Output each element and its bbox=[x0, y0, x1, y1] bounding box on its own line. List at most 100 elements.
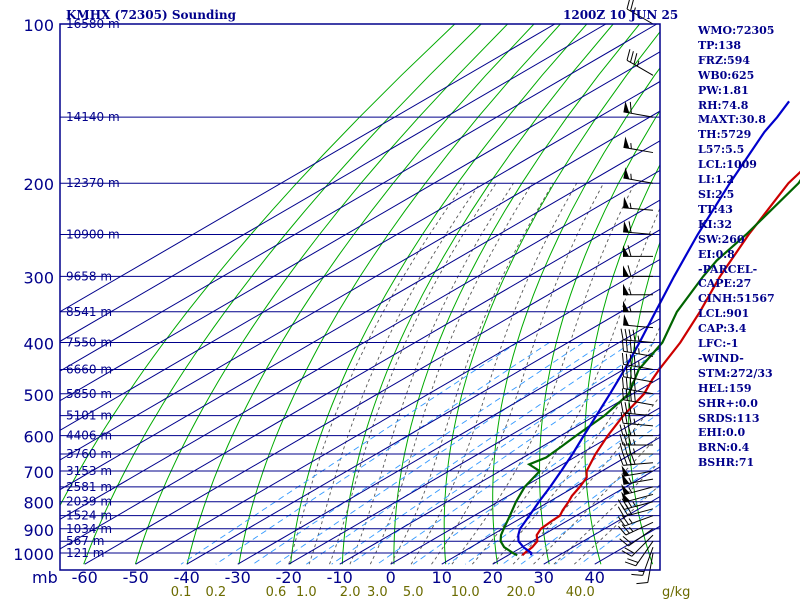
index-entry: STM:272/33 bbox=[698, 366, 773, 380]
index-entry: RH:74.8 bbox=[698, 98, 749, 112]
wind-barb-shaft bbox=[626, 59, 654, 76]
wind-barb-shaft bbox=[623, 501, 654, 510]
height-label: 121 m bbox=[66, 546, 104, 560]
height-label: 9658 m bbox=[66, 269, 112, 283]
wind-barb-full bbox=[621, 352, 624, 365]
wind-barb-full bbox=[623, 424, 628, 436]
wind-barb-shaft bbox=[623, 111, 654, 118]
mixing-ratio-line bbox=[306, 342, 632, 565]
wind-barb bbox=[624, 540, 654, 567]
mixing-ratio-label: 20.0 bbox=[506, 585, 535, 600]
height-label: 4406 m bbox=[66, 429, 112, 443]
mixing-ratio-label: 5.0 bbox=[403, 585, 424, 600]
index-entry: KI:32 bbox=[698, 217, 733, 231]
wind-barb-full bbox=[617, 506, 625, 517]
index-entry: BRN:0.4 bbox=[698, 441, 750, 455]
wind-barb bbox=[621, 465, 654, 477]
moist-adiabat-line bbox=[431, 182, 604, 565]
wind-barb-shaft bbox=[623, 376, 654, 383]
wind-barb-full bbox=[619, 442, 624, 455]
wind-barb-pennant bbox=[623, 283, 629, 295]
wind-barb-half bbox=[638, 348, 640, 355]
wind-barb-half bbox=[633, 7, 636, 14]
wind-barb-shaft bbox=[623, 508, 654, 518]
wind-barb-shaft bbox=[647, 552, 654, 583]
wind-barb-full bbox=[633, 355, 636, 367]
wind-barb-full bbox=[625, 389, 628, 401]
wind-barb bbox=[621, 365, 654, 383]
dry-adiabat-line bbox=[443, 30, 660, 565]
wind-barb-half bbox=[633, 439, 636, 446]
wind-barb-full bbox=[633, 367, 636, 379]
wind-barb bbox=[623, 314, 654, 329]
wind-barb-full bbox=[621, 377, 624, 389]
index-entry: -PARCEL- bbox=[698, 262, 758, 276]
isotherm-line bbox=[60, 169, 660, 520]
wind-barb-half bbox=[636, 60, 640, 67]
wind-barb-pennant bbox=[623, 265, 629, 277]
index-entry: SW:260 bbox=[698, 232, 745, 246]
temperature-tick-label: -30 bbox=[225, 568, 251, 587]
wind-barb-shaft bbox=[624, 515, 654, 527]
wind-barb-full bbox=[632, 329, 636, 342]
pressure-tick-label: 800 bbox=[23, 494, 54, 513]
isotherm-line bbox=[60, 24, 607, 342]
sounding-indices-panel: WMO:72305 TP:138 FRZ:594 WB0:625 PW:1.81 RH:7… bbox=[698, 24, 800, 471]
dry-adiabat-line bbox=[238, 24, 561, 565]
mixing-ratio-label: 2.0 bbox=[340, 585, 361, 600]
temperature-tick-label: -40 bbox=[174, 568, 200, 587]
chart-profiles bbox=[499, 100, 800, 557]
height-label: 7550 m bbox=[66, 335, 112, 349]
height-label: 12370 m bbox=[66, 176, 120, 190]
wind-barb-full bbox=[629, 0, 634, 12]
mixing-ratio-label: 0.2 bbox=[205, 585, 226, 600]
wind-barb-full bbox=[629, 101, 632, 114]
wind-barb-shaft bbox=[623, 412, 654, 417]
pressure-tick-label: 500 bbox=[23, 386, 54, 405]
mixing-ratio-label: 0.6 bbox=[266, 585, 287, 600]
wind-barb bbox=[623, 167, 654, 184]
wind-barb-shaft bbox=[623, 399, 654, 406]
height-label: 2581 m bbox=[66, 480, 112, 494]
wind-barb-shaft bbox=[623, 388, 654, 395]
isotherm-line bbox=[60, 110, 660, 461]
dry-adiabat-line bbox=[290, 24, 588, 565]
temperature-tick-label: -60 bbox=[72, 568, 98, 587]
mixing-ratio-line bbox=[215, 342, 550, 565]
wind-barb-pennant bbox=[621, 484, 630, 495]
wind-barb-full bbox=[620, 411, 624, 424]
wind-barb bbox=[621, 339, 654, 357]
wind-barb-half bbox=[629, 306, 632, 312]
height-label: 1034 m bbox=[66, 522, 112, 536]
mixing-ratio-line bbox=[275, 342, 605, 565]
index-entry: MAXT:30.8 bbox=[698, 113, 766, 127]
wind-barb bbox=[621, 377, 654, 395]
mixing-ratio-line bbox=[252, 342, 584, 565]
index-entry: TT:43 bbox=[698, 202, 733, 216]
wind-barb-full bbox=[619, 433, 624, 446]
isotherm-line bbox=[60, 24, 658, 372]
wind-barb-pennant bbox=[623, 196, 630, 209]
wind-barb-half bbox=[638, 361, 640, 368]
pressure-tick-label: 400 bbox=[23, 334, 54, 353]
wind-barb-shaft bbox=[623, 339, 654, 343]
index-entry: EI:0.8 bbox=[698, 247, 735, 261]
wind-barb-full bbox=[620, 328, 624, 340]
wind-barb-half bbox=[632, 501, 637, 507]
isotherm-line bbox=[492, 466, 660, 565]
moist-adiabat-line bbox=[410, 182, 578, 565]
wind-barb-shaft bbox=[635, 540, 654, 567]
wind-barb bbox=[621, 388, 654, 406]
mixing-ratio-unit: g/kg bbox=[662, 585, 690, 600]
wind-barb-full bbox=[621, 365, 624, 377]
wind-barb-full bbox=[625, 377, 628, 390]
wind-barb-full bbox=[619, 538, 629, 547]
temperature-profile bbox=[521, 170, 800, 557]
moist-adiabat-line bbox=[492, 325, 660, 565]
temperature-tick-label: 0 bbox=[386, 568, 396, 587]
dry-adiabat-line bbox=[83, 24, 482, 565]
dry-adiabat-line bbox=[492, 67, 660, 565]
wind-barb bbox=[626, 49, 654, 76]
sounding-datetime: 1200Z 10 JUN 25 bbox=[563, 8, 679, 22]
